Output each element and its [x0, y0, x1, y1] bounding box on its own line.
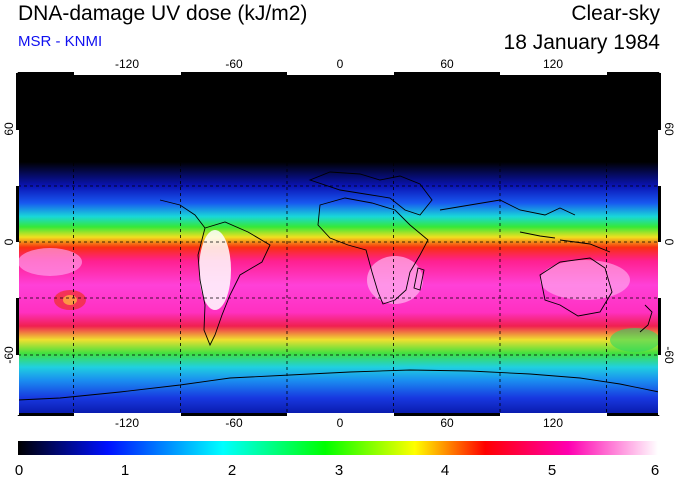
- lon-label-bottom: 60: [440, 416, 454, 430]
- graticule: [18, 73, 659, 415]
- colorbar-tick-label: 1: [121, 462, 129, 479]
- colorbar: [18, 441, 658, 455]
- coastlines: [18, 171, 659, 401]
- colorbar-tick-label: 2: [228, 462, 236, 479]
- lon-label-bottom: 120: [543, 416, 563, 430]
- lat-label-left: 0: [2, 238, 16, 245]
- credit-label: MSR - KNMI: [18, 33, 103, 50]
- lon-label-bottom: -120: [115, 416, 139, 430]
- colorbar-tick-label: 5: [548, 462, 556, 479]
- sky-condition-label: Clear-sky: [571, 2, 660, 25]
- uv-dose-field: [18, 73, 659, 415]
- lon-label-bottom: 0: [337, 416, 344, 430]
- lat-label-left: 60: [2, 122, 16, 136]
- lat-label-right: 60: [662, 122, 676, 136]
- colorbar-tick-label: 0: [15, 462, 23, 479]
- lon-label-top: 120: [543, 57, 563, 71]
- lat-label-left: -60: [2, 346, 16, 364]
- lon-label-top: 60: [440, 57, 454, 71]
- map-scale-bars: [16, 72, 661, 416]
- colorbar-tick-label: 3: [335, 462, 343, 479]
- date-label: 18 January 1984: [503, 31, 660, 54]
- lon-label-top: -60: [225, 57, 243, 71]
- map-title: DNA-damage UV dose (kJ/m2): [18, 2, 308, 25]
- lat-label-right: 0: [662, 239, 676, 246]
- colorbar-tick-label: 6: [651, 462, 659, 479]
- lat-label-right: -60: [662, 346, 676, 364]
- colorbar-tick-label: 4: [441, 462, 449, 479]
- lon-label-top: -120: [115, 57, 139, 71]
- lon-label-bottom: -60: [225, 416, 243, 430]
- lon-label-top: 0: [337, 57, 344, 71]
